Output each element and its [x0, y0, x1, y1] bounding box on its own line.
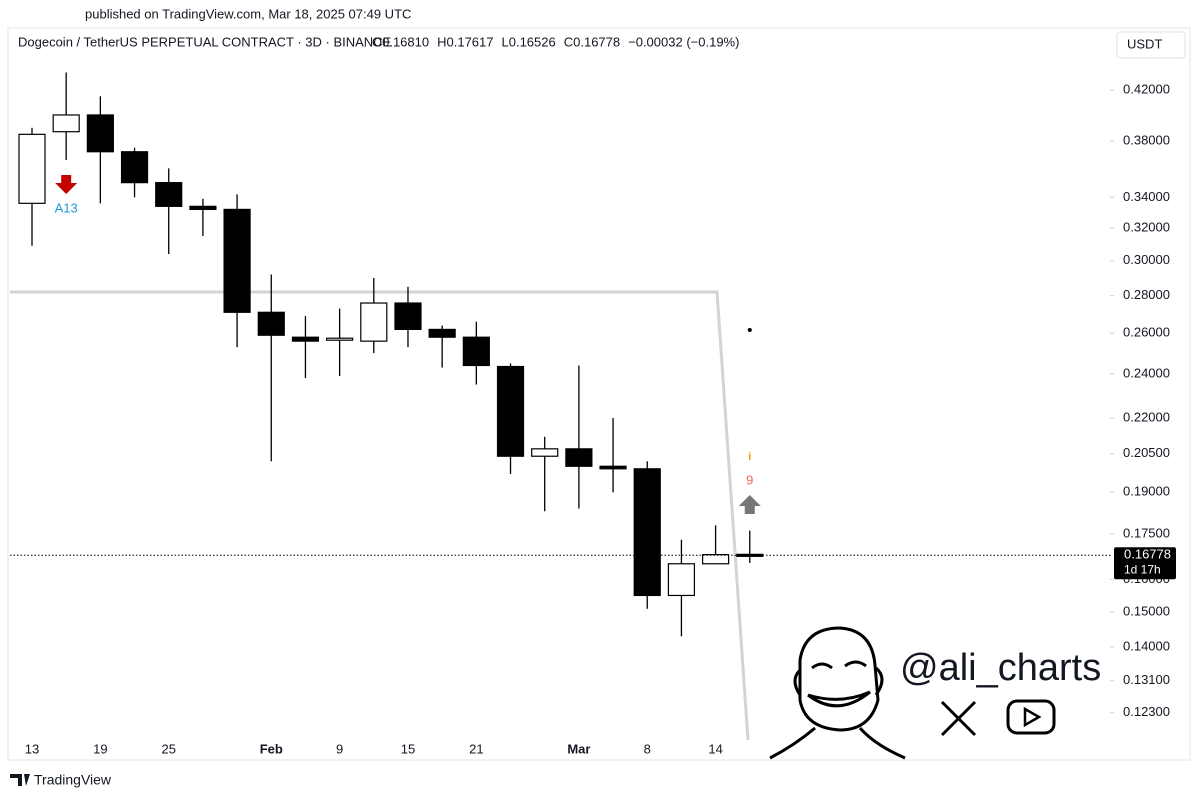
candle-body [633, 468, 661, 597]
legend-value: O0.16810 [372, 34, 429, 49]
published-note: published on TradingView.com, Mar 18, 20… [85, 6, 411, 21]
y-tick-label: 0.34000 [1123, 189, 1170, 204]
sell-arrow [55, 175, 78, 194]
ohlc-legend: O0.16810 H0.17617 L0.16526 C0.16778 −0.00032… [372, 34, 739, 49]
candle-body [531, 448, 559, 457]
annotation: 9 [746, 472, 753, 487]
watermark: @ali_charts [900, 647, 1101, 689]
candle-body [155, 182, 183, 207]
legend-value: −0.00032 (−0.19%) [628, 34, 739, 49]
candle-body [667, 563, 696, 597]
candle-body [189, 205, 217, 210]
x-tick-label: 15 [401, 741, 415, 756]
y-tick-label: 0.30000 [1123, 252, 1170, 267]
brand: TradingView [34, 772, 112, 788]
candle-body [428, 328, 456, 338]
candle-body [52, 114, 80, 133]
candle-body [257, 311, 285, 336]
x-tick-label: 14 [708, 741, 722, 756]
y-tick-label: 0.24000 [1123, 365, 1170, 380]
x-tick-label: 9 [336, 741, 343, 756]
y-tick-label: 0.28000 [1123, 287, 1170, 302]
x-tick-label: 8 [644, 741, 651, 756]
signal-dot [747, 328, 752, 332]
candle-body [599, 465, 627, 470]
y-tick-label: 0.17500 [1123, 525, 1170, 540]
symbol: Dogecoin / TetherUS PERPETUAL CONTRACT ·… [18, 34, 392, 49]
meme-face [769, 626, 906, 760]
youtube-play [1023, 706, 1042, 728]
y-tick-label: 0.15000 [1123, 604, 1170, 619]
candle-body [496, 365, 525, 457]
plot: 0.42000 0.38000 0.34000 0.32000 0.30000 0.280… [10, 72, 1176, 756]
y-tick-label: 0.12300 [1123, 704, 1170, 719]
youtube-logo [1006, 699, 1056, 735]
x-tick-label: Mar [567, 741, 590, 756]
chart-frame [7, 27, 1191, 761]
tv-logo [10, 774, 30, 786]
candle-body [120, 151, 149, 184]
candle-body [223, 208, 251, 313]
y-tick-label: 0.22000 [1123, 409, 1170, 424]
legend-value: L0.16526 [502, 34, 556, 49]
last-price-label: 0.16778 [1124, 547, 1171, 562]
candle-body [394, 302, 422, 331]
x-tick-label: 21 [469, 741, 483, 756]
countdown: 1d 17h [1124, 562, 1161, 576]
candle-body [360, 302, 388, 342]
x-tick-label: 25 [161, 741, 175, 756]
last-price-box [1114, 547, 1176, 580]
x-tick-label: 19 [93, 741, 107, 756]
y-tick-label: 0.26000 [1123, 325, 1170, 340]
candle-body [86, 114, 114, 153]
currency-box[interactable] [1116, 31, 1186, 59]
candle-body [18, 133, 46, 204]
y-tick-label: 0.14000 [1123, 638, 1170, 653]
candle-body [462, 336, 490, 367]
x-tick-label: 13 [25, 741, 39, 756]
y-tick-label: 0.32000 [1123, 219, 1170, 234]
y-tick-label: 0.20500 [1123, 445, 1170, 460]
y-tick-label: 0.13100 [1123, 672, 1170, 687]
candle-body [291, 336, 320, 342]
x-tick-label: Feb [260, 741, 283, 756]
annotation: i [748, 451, 751, 463]
legend-value: C0.16778 [564, 34, 620, 49]
y-tick-label: 0.42000 [1123, 82, 1170, 97]
candle-body [701, 554, 730, 565]
y-tick-label: 0.38000 [1123, 132, 1170, 147]
currency: USDT [1127, 36, 1162, 51]
x-logo [940, 700, 977, 737]
buy-arrow [738, 495, 761, 514]
annotation: A13 [55, 200, 78, 215]
y-tick-label: 0.19000 [1123, 484, 1170, 499]
legend-value: H0.17617 [437, 34, 493, 49]
candle-body [565, 448, 593, 467]
candle-body [326, 337, 354, 341]
